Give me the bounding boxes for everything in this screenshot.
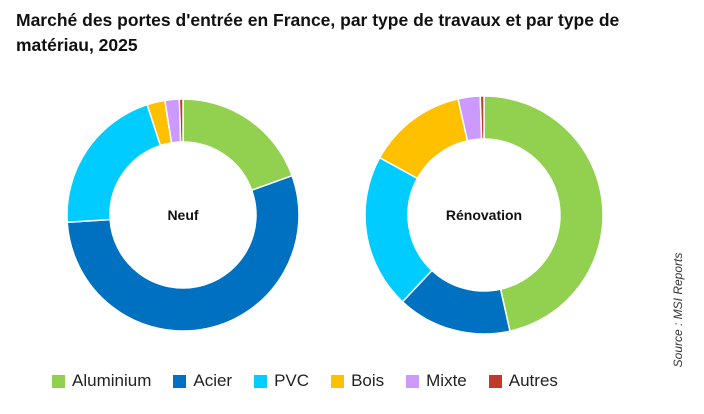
legend-label: PVC <box>274 371 310 390</box>
source-note: Source : MSI Reports <box>671 252 685 368</box>
legend-swatch <box>331 374 345 388</box>
slice-renovation-autres <box>479 95 485 140</box>
chart-title: Marché des portes d'entrée en France, pa… <box>16 10 620 55</box>
legend-label: Acier <box>193 371 233 390</box>
legend-swatch <box>406 374 420 388</box>
legend-swatch <box>52 374 65 388</box>
slice-neuf-aluminium <box>182 98 294 192</box>
legend-item: Mixte <box>406 371 467 391</box>
legend-item: PVC <box>254 371 309 391</box>
legend-swatch <box>173 374 187 388</box>
legend-item: Aluminium <box>52 371 151 391</box>
legend-label: Mixte <box>426 371 467 390</box>
legend-swatch <box>254 374 268 388</box>
legend-label: Autres <box>508 371 558 390</box>
slice-neuf-pvc <box>66 103 162 224</box>
slice-renovation-pvc <box>364 156 434 303</box>
legend-item: Autres <box>488 371 558 391</box>
legend-label: Bois <box>351 371 385 390</box>
legend-item: Bois <box>331 371 384 391</box>
legend: Aluminium Acier PVC Bois Mixte Autres <box>52 371 580 391</box>
slice-neuf-acier <box>66 174 300 332</box>
slice-neuf-autres <box>178 98 184 143</box>
legend-item: Acier <box>173 371 232 391</box>
legend-label: Aluminium <box>72 371 152 390</box>
slice-renovation-aluminium <box>483 95 604 333</box>
donut-center-label: Rénovation <box>446 207 522 223</box>
legend-swatch <box>488 374 502 388</box>
donut-center-label: Neuf <box>167 207 198 223</box>
